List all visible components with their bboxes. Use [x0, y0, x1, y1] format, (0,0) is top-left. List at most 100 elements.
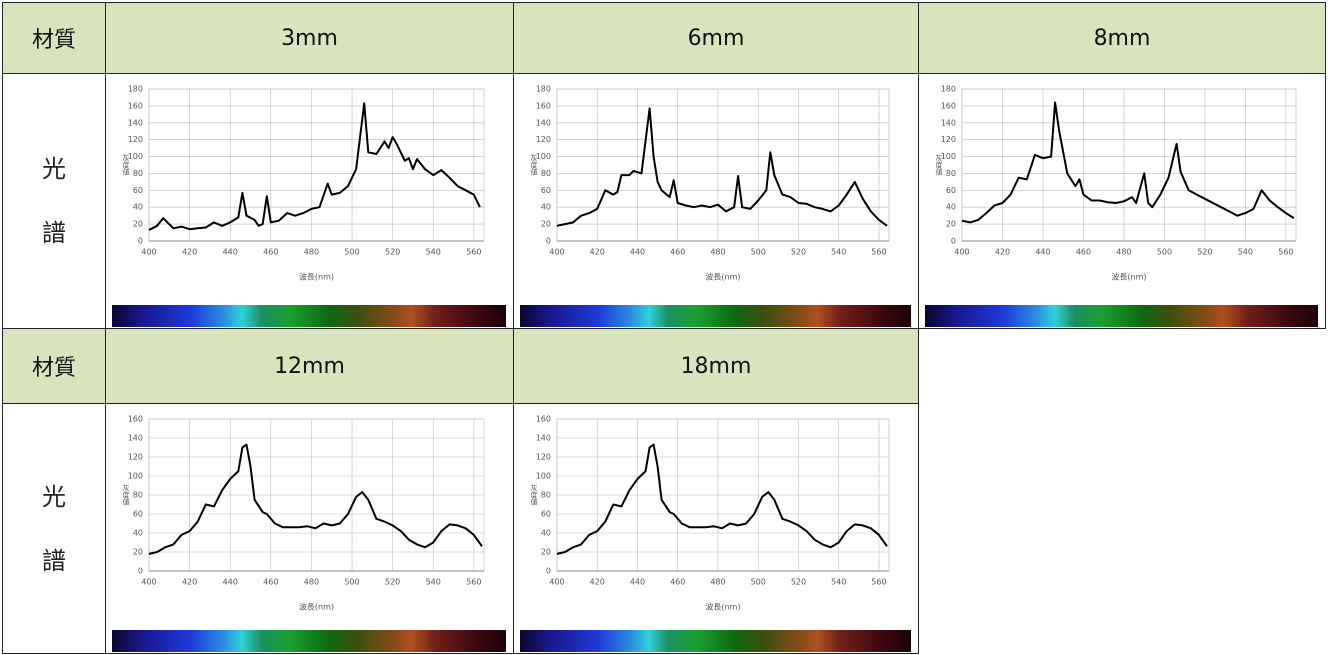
x-tick-label: 420: [182, 248, 197, 257]
y-axis-label: 灰度値: [530, 154, 538, 177]
x-tick-label: 500: [344, 248, 359, 257]
row-label-cell: 光譜: [2, 73, 106, 329]
y-tick-label: 160: [536, 101, 551, 110]
x-tick-label: 460: [670, 248, 685, 257]
y-tick-label: 120: [941, 135, 956, 144]
y-tick-label: 120: [128, 453, 143, 462]
y-tick-label: 20: [541, 548, 551, 557]
x-tick-label: 500: [344, 578, 359, 587]
spectrum-strip: [925, 305, 1318, 327]
y-tick-label: 140: [128, 434, 143, 443]
x-axis-label: 波長(nm): [299, 272, 334, 282]
x-tick-label: 540: [831, 578, 846, 587]
x-tick-label: 560: [871, 578, 886, 587]
header-cell: 材質: [2, 2, 106, 74]
y-tick-label: 100: [536, 152, 551, 161]
x-tick-label: 400: [549, 578, 564, 587]
y-tick-label: 160: [128, 415, 143, 424]
y-tick-label: 80: [946, 169, 956, 178]
y-tick-label: 80: [541, 491, 551, 500]
y-tick-label: 40: [133, 203, 143, 212]
header-cell: 12mm: [105, 328, 514, 404]
y-tick-label: 60: [541, 186, 551, 195]
x-tick-label: 520: [791, 578, 806, 587]
y-tick-label: 60: [133, 510, 143, 519]
y-axis-label: 灰度値: [935, 154, 943, 177]
y-tick-label: 100: [128, 472, 143, 481]
x-tick-label: 440: [630, 578, 645, 587]
y-tick-label: 100: [941, 152, 956, 161]
x-tick-label: 420: [590, 578, 605, 587]
x-axis-label: 波長(nm): [299, 602, 334, 612]
x-tick-label: 480: [710, 248, 725, 257]
y-tick-label: 100: [128, 152, 143, 161]
y-tick-label: 80: [133, 491, 143, 500]
x-tick-label: 480: [710, 578, 725, 587]
y-tick-label: 40: [946, 203, 956, 212]
y-tick-label: 140: [941, 118, 956, 127]
y-tick-label: 100: [536, 472, 551, 481]
x-tick-label: 500: [1157, 248, 1172, 257]
chart: 0204060801001201401604004204404604805005…: [112, 411, 506, 631]
y-tick-label: 0: [546, 237, 551, 246]
x-tick-label: 400: [549, 248, 564, 257]
x-tick-label: 420: [995, 248, 1010, 257]
y-tick-label: 120: [128, 135, 143, 144]
y-tick-label: 80: [133, 169, 143, 178]
y-tick-label: 140: [536, 434, 551, 443]
x-tick-label: 440: [223, 248, 238, 257]
y-tick-label: 180: [536, 85, 551, 94]
header-cell: 8mm: [918, 2, 1326, 74]
y-tick-label: 20: [541, 220, 551, 229]
x-tick-label: 540: [831, 248, 846, 257]
x-axis-label: 波長(nm): [705, 602, 740, 612]
y-tick-label: 60: [133, 186, 143, 195]
x-tick-label: 520: [791, 248, 806, 257]
x-tick-label: 500: [751, 248, 766, 257]
x-tick-label: 560: [466, 248, 481, 257]
y-tick-label: 0: [138, 567, 143, 576]
x-tick-label: 460: [1076, 248, 1091, 257]
x-tick-label: 460: [670, 578, 685, 587]
y-tick-label: 60: [541, 510, 551, 519]
x-tick-label: 520: [385, 248, 400, 257]
y-tick-label: 140: [536, 118, 551, 127]
x-tick-label: 440: [223, 578, 238, 587]
y-tick-label: 60: [946, 186, 956, 195]
plot-area: [557, 89, 889, 241]
y-tick-label: 160: [128, 101, 143, 110]
header-cell: 18mm: [513, 328, 919, 404]
x-tick-label: 540: [1238, 248, 1253, 257]
x-tick-label: 540: [426, 248, 441, 257]
row-label: 光譜: [42, 137, 66, 265]
x-tick-label: 440: [1035, 248, 1050, 257]
plot-area: [149, 89, 484, 241]
row-label: 光譜: [42, 465, 66, 593]
chart: 0204060801001201401601804004204404604805…: [112, 81, 506, 301]
y-tick-label: 140: [128, 118, 143, 127]
y-tick-label: 180: [128, 85, 143, 94]
y-tick-label: 20: [946, 220, 956, 229]
plot-area: [962, 89, 1296, 241]
x-tick-label: 460: [263, 578, 278, 587]
page: 材質光譜材質光譜3mm02040608010012014016018040042…: [0, 0, 1328, 655]
x-tick-label: 560: [871, 248, 886, 257]
y-tick-label: 0: [138, 237, 143, 246]
spectrum-strip: [520, 630, 911, 652]
x-tick-label: 420: [590, 248, 605, 257]
x-tick-label: 540: [426, 578, 441, 587]
y-tick-label: 40: [541, 203, 551, 212]
x-tick-label: 400: [141, 248, 156, 257]
x-tick-label: 460: [263, 248, 278, 257]
y-tick-label: 160: [536, 415, 551, 424]
y-axis-label: 灰度値: [530, 484, 538, 507]
x-tick-label: 560: [1278, 248, 1293, 257]
y-tick-label: 0: [951, 237, 956, 246]
header-cell: 3mm: [105, 2, 514, 74]
spectrum-strip: [520, 305, 911, 327]
x-tick-label: 480: [304, 578, 319, 587]
y-axis-label: 灰度値: [122, 154, 130, 177]
y-tick-label: 20: [133, 548, 143, 557]
